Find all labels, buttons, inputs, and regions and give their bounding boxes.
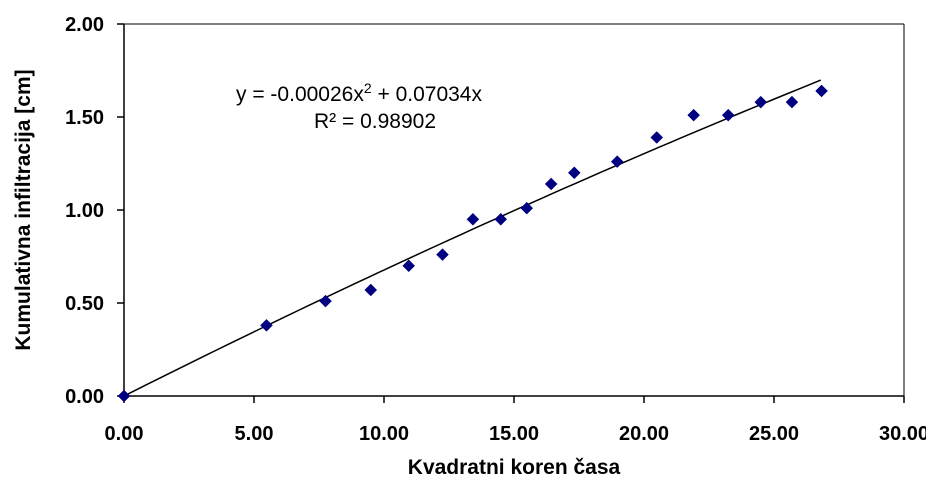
x-tick-label: 30.00 — [879, 423, 926, 445]
x-tick-label: 25.00 — [749, 423, 799, 445]
equation-suffix: + 0.07034x — [372, 83, 483, 106]
data-point — [687, 108, 701, 122]
x-tick-label: 20.00 — [619, 423, 669, 445]
equation-exponent: 2 — [364, 80, 372, 96]
x-axis-ticks: 0.00 5.00 10.00 15.00 20.00 25.00 30.00 — [105, 396, 926, 445]
y-axis-title: Kumulativna infiltracija [cm] — [12, 69, 35, 350]
equation-prefix: y = -0.00026x — [236, 83, 364, 106]
data-point — [260, 318, 273, 332]
data-point — [364, 283, 378, 297]
trendline-layer — [123, 79, 822, 397]
data-point — [117, 389, 131, 403]
data-point — [520, 201, 534, 215]
data-point — [402, 259, 416, 273]
data-point — [319, 294, 332, 308]
r-squared-label: R² = 0.98902 — [314, 110, 436, 133]
x-tick-label: 10.00 — [359, 423, 409, 445]
data-point — [436, 248, 449, 261]
y-tick-label: 1.50 — [65, 107, 104, 129]
data-point — [567, 166, 581, 180]
data-point — [494, 212, 508, 226]
data-point — [785, 95, 799, 109]
x-tick-label: 15.00 — [489, 423, 539, 445]
data-point — [650, 131, 664, 144]
data-point — [544, 177, 558, 191]
trendline-equation: y = -0.00026x2 + 0.07034x — [236, 80, 482, 106]
data-point — [466, 212, 480, 226]
data-point — [721, 108, 735, 122]
x-tick-label: 0.00 — [105, 423, 144, 445]
x-axis-title: Kvadratni koren časa — [408, 456, 621, 479]
data-point — [610, 155, 624, 168]
y-axis-ticks: 0.00 0.50 1.00 1.50 2.00 — [65, 14, 124, 408]
data-points — [117, 84, 828, 403]
x-tick-label: 5.00 — [235, 423, 274, 445]
y-tick-label: 0.00 — [65, 386, 104, 408]
y-tick-label: 0.50 — [65, 293, 104, 315]
y-tick-label: 1.00 — [65, 200, 104, 222]
data-point — [815, 84, 828, 98]
trendline — [123, 79, 822, 397]
data-point — [754, 95, 768, 109]
y-tick-label: 2.00 — [65, 14, 104, 36]
